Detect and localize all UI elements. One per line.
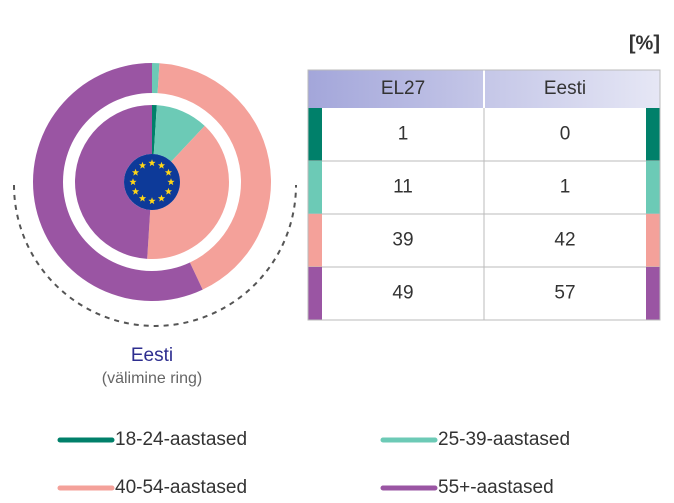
row-color-right xyxy=(646,108,660,161)
table-frame xyxy=(307,69,661,321)
table-cell: 39 xyxy=(392,230,413,251)
caption-note: (välimine ring) xyxy=(102,370,202,387)
table-header-label: Eesti xyxy=(544,78,586,99)
flag-star xyxy=(157,161,166,169)
donut-segment xyxy=(157,63,271,290)
donut-segment xyxy=(153,105,205,162)
flag-star xyxy=(129,178,137,186)
row-color-right xyxy=(646,161,660,214)
legend-label: 18-24-aastased xyxy=(115,429,247,450)
table-cell: 0 xyxy=(560,124,571,145)
row-color-left xyxy=(308,161,322,214)
flag-star xyxy=(157,194,166,202)
donut-segment xyxy=(152,105,157,155)
table-cell: 11 xyxy=(393,177,413,198)
caption: Eesti xyxy=(131,345,173,366)
donut-segment xyxy=(152,63,160,94)
row-color-left xyxy=(308,267,322,320)
row-color-left xyxy=(308,108,322,161)
flag-star xyxy=(164,187,173,195)
row-color-right xyxy=(646,267,660,320)
flag-star xyxy=(131,168,140,176)
legend-label: 55+-aastased xyxy=(438,477,554,498)
flag-star xyxy=(148,197,156,205)
table-cell: 57 xyxy=(554,283,575,304)
flag-star xyxy=(164,168,173,176)
donut-segment xyxy=(33,63,203,301)
flag-star xyxy=(131,187,140,195)
table-cell: 1 xyxy=(398,124,409,145)
row-color-right xyxy=(646,214,660,267)
unit-label: [%] xyxy=(629,32,660,54)
flag-star xyxy=(148,159,156,167)
table-cell: 1 xyxy=(560,177,571,198)
donut-segment xyxy=(147,125,230,259)
eu-flag xyxy=(124,154,180,210)
flag-star xyxy=(138,194,147,202)
flag-star xyxy=(138,161,147,169)
flag-star xyxy=(167,178,175,186)
table-cell: 42 xyxy=(554,230,575,251)
row-color-left xyxy=(308,214,322,267)
table-header-label: EL27 xyxy=(381,78,425,99)
table-cell: 49 xyxy=(392,283,413,304)
legend-label: 25-39-aastased xyxy=(438,429,570,450)
outer-ring-indicator xyxy=(13,184,297,327)
donut-segment xyxy=(75,105,152,259)
legend-label: 40-54-aastased xyxy=(115,477,247,498)
